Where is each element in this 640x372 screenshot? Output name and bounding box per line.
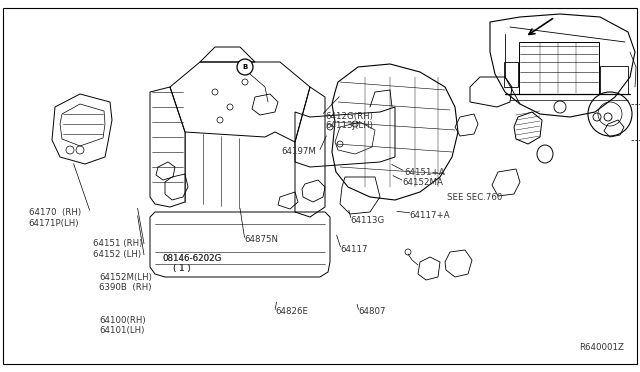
Text: 08146-6202G: 08146-6202G	[163, 254, 222, 263]
Text: SEE SEC.760: SEE SEC.760	[447, 193, 502, 202]
Text: ( 1 ): ( 1 )	[173, 264, 191, 273]
Text: 64875N: 64875N	[244, 235, 278, 244]
Text: 64100(RH): 64100(RH)	[99, 316, 146, 325]
Text: 08146-6202G: 08146-6202G	[163, 254, 222, 263]
Text: 64171P(LH): 64171P(LH)	[29, 219, 79, 228]
Text: 64170  (RH): 64170 (RH)	[29, 208, 81, 217]
Text: 64152M(LH): 64152M(LH)	[99, 273, 152, 282]
Text: 64826E: 64826E	[275, 307, 308, 316]
Bar	[519, 42, 599, 94]
Text: 64113G: 64113G	[351, 216, 385, 225]
Text: 64151+A: 64151+A	[404, 169, 445, 177]
Text: 64113J(LH): 64113J(LH)	[325, 121, 373, 130]
Bar	[504, 62, 518, 87]
Text: 64117+A: 64117+A	[410, 211, 450, 219]
Text: B: B	[243, 64, 248, 70]
Circle shape	[237, 59, 253, 75]
Text: ( 1 ): ( 1 )	[173, 264, 191, 273]
Text: 64197M: 64197M	[282, 147, 316, 156]
Text: 64152 (LH): 64152 (LH)	[93, 250, 141, 259]
Text: 64807: 64807	[358, 307, 386, 316]
Text: 64151 (RH): 64151 (RH)	[93, 239, 142, 248]
Bar	[600, 66, 628, 94]
Text: R640001Z: R640001Z	[579, 343, 624, 352]
Text: 6390B  (RH): 6390B (RH)	[99, 283, 152, 292]
Text: 64117: 64117	[340, 245, 368, 254]
Text: 64101(LH): 64101(LH)	[99, 326, 145, 335]
Text: 64152MA: 64152MA	[402, 178, 443, 187]
Text: 6412G(RH): 6412G(RH)	[325, 112, 373, 121]
